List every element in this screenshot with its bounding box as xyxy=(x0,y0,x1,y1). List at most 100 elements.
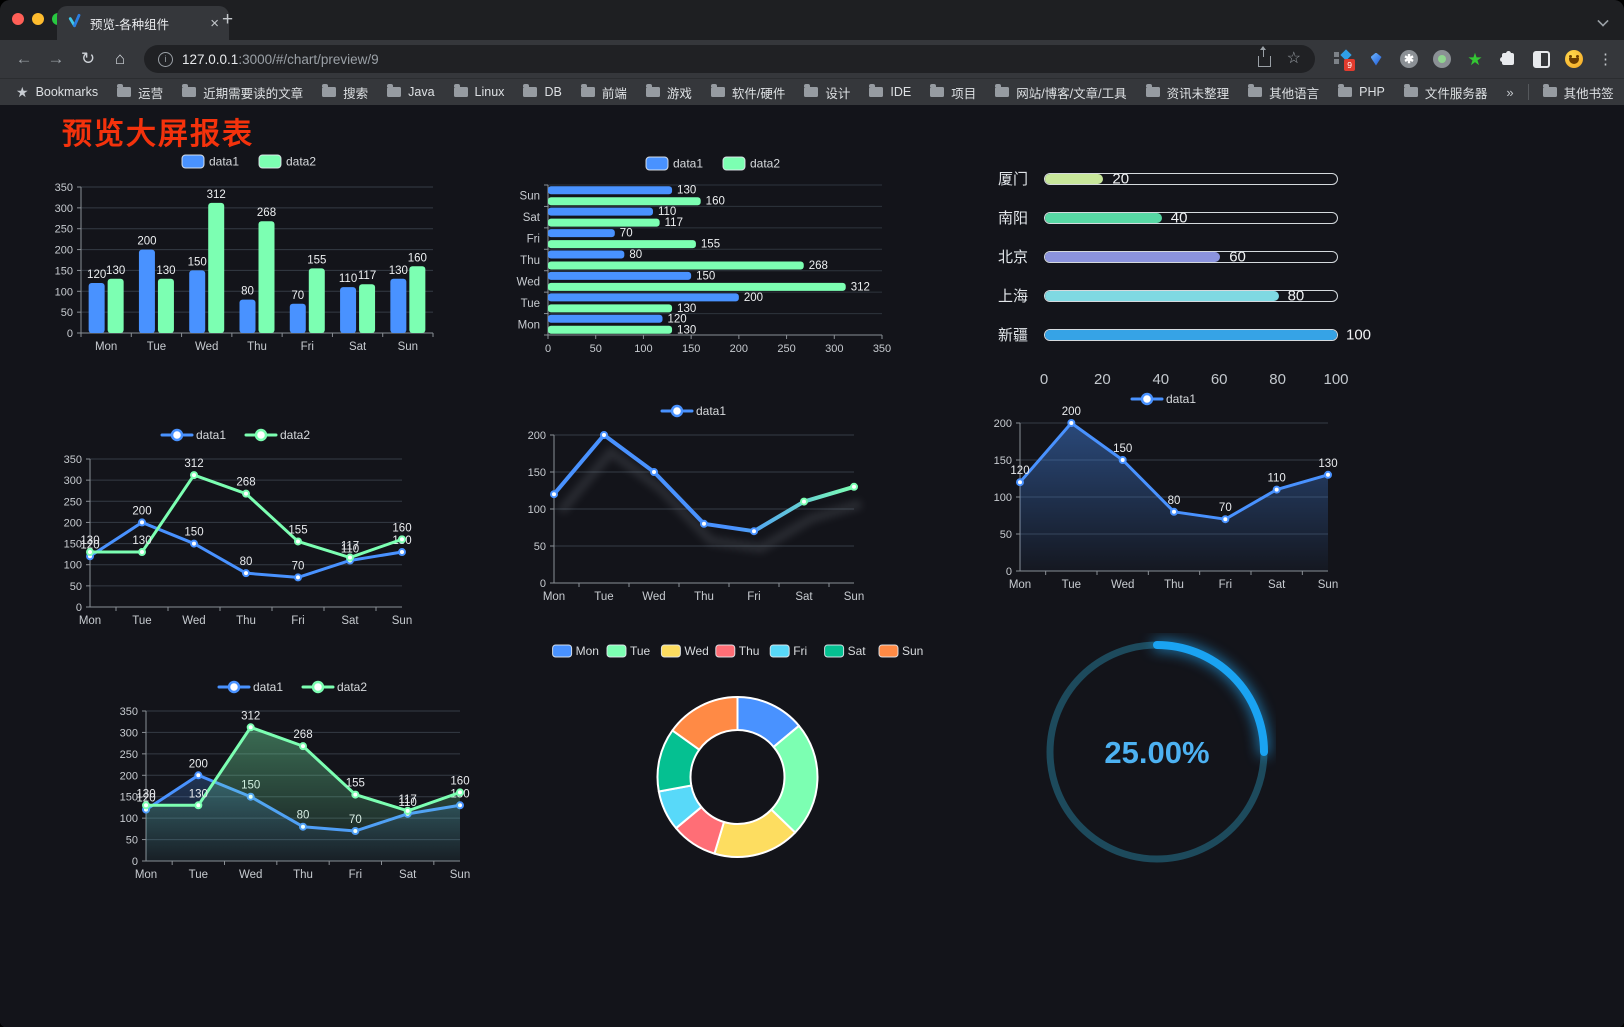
svg-text:Sat: Sat xyxy=(341,615,359,627)
bookmark-item[interactable]: 其他语言 xyxy=(1248,83,1319,102)
progress-row: 北京 60 xyxy=(998,237,1350,276)
svg-text:155: 155 xyxy=(307,254,326,266)
svg-text:Wed: Wed xyxy=(1111,579,1134,591)
extension-icon-gem[interactable] xyxy=(1366,49,1386,69)
horizontal-bar-chart: data1 data2 0 50 100 150 200 250 300 350 Sun 130 160… xyxy=(500,153,900,365)
svg-text:Sun: Sun xyxy=(902,644,923,658)
new-tab-button[interactable]: + xyxy=(222,9,234,30)
svg-text:300: 300 xyxy=(64,475,82,487)
svg-text:data2: data2 xyxy=(337,680,367,694)
bookmark-item[interactable]: 近期需要读的文章 xyxy=(182,83,303,102)
svg-text:Tue: Tue xyxy=(630,644,651,658)
svg-text:Sat: Sat xyxy=(399,869,417,881)
svg-text:Mon: Mon xyxy=(576,644,599,658)
progress-track: 100 xyxy=(1044,326,1371,343)
svg-text:100: 100 xyxy=(528,504,546,516)
home-button[interactable]: ⌂ xyxy=(114,49,126,68)
svg-text:120: 120 xyxy=(87,269,106,281)
svg-text:80: 80 xyxy=(1168,495,1181,507)
bookmark-item[interactable]: 资讯未整理 xyxy=(1145,83,1229,102)
svg-text:200: 200 xyxy=(994,418,1012,430)
extension-icon-split-square[interactable] xyxy=(1531,49,1551,69)
share-icon[interactable] xyxy=(1257,48,1271,67)
svg-text:250: 250 xyxy=(64,496,82,508)
progress-fill xyxy=(1045,329,1337,340)
svg-text:117: 117 xyxy=(398,794,416,806)
bookmark-item[interactable]: 网站/博客/文章/工具 xyxy=(995,83,1127,102)
folder-icon xyxy=(387,84,402,97)
svg-text:Wed: Wed xyxy=(642,591,665,603)
svg-text:100: 100 xyxy=(64,560,82,572)
svg-text:160: 160 xyxy=(408,252,427,264)
bookmark-item[interactable]: 游戏 xyxy=(645,83,692,102)
progress-fill xyxy=(1045,173,1104,184)
bookmark-item[interactable]: Java xyxy=(387,84,435,99)
bookmarks-list: 运营 近期需要读的文章 搜索 Java Linux DB 前端 游戏 软件/硬件 设计 IDE 项目网… xyxy=(117,83,1506,102)
bookmark-item[interactable]: PHP xyxy=(1338,84,1385,99)
browser-menu-icon[interactable]: ⋮ xyxy=(1598,51,1614,68)
donut-chart: Mon Tue Wed Thu Fri Sat Sun xyxy=(545,637,930,893)
other-bookmarks[interactable]: 其他书签 xyxy=(1542,83,1614,102)
bookmarks-root[interactable]: ★ Bookmarks xyxy=(16,84,98,101)
back-button[interactable]: ← xyxy=(15,49,33,68)
bookmark-item[interactable]: 软件/硬件 xyxy=(710,83,785,102)
tab-search-chevron-icon[interactable] xyxy=(1597,15,1609,27)
bookmark-item[interactable]: 项目 xyxy=(930,83,976,102)
bookmark-star-icon[interactable]: ☆ xyxy=(1286,50,1301,67)
bookmark-item[interactable]: DB xyxy=(523,84,562,99)
bookmark-item[interactable]: Linux xyxy=(453,84,504,99)
extensions-puzzle-icon[interactable] xyxy=(1498,49,1518,69)
extension-icon-green-dot[interactable] xyxy=(1432,49,1452,69)
bookmark-item[interactable]: 设计 xyxy=(804,83,850,102)
bookmark-item[interactable]: IDE xyxy=(869,84,911,99)
svg-text:117: 117 xyxy=(665,217,683,229)
svg-text:130: 130 xyxy=(136,788,155,800)
browser-tab[interactable]: 预览-各种组件 × xyxy=(57,6,229,40)
extension-icon-emoji[interactable] xyxy=(1564,49,1584,69)
svg-text:150: 150 xyxy=(994,455,1012,467)
progress-gauge: 25.00% xyxy=(1038,633,1276,871)
svg-text:130: 130 xyxy=(106,265,125,277)
svg-text:155: 155 xyxy=(288,524,307,536)
bookmarks-overflow-chevron[interactable]: » xyxy=(1506,84,1514,100)
tab-close-icon[interactable]: × xyxy=(210,14,219,32)
area-line-chart: data1 0 50 100 150 200 Mon Tue Wed Thu Fri Sat Sun 12… xyxy=(972,387,1344,601)
forward-button[interactable]: → xyxy=(47,49,65,68)
folder-icon xyxy=(869,84,884,97)
progress-label: 新疆 xyxy=(998,327,1029,344)
bookmark-item[interactable]: 文件服务器 xyxy=(1403,83,1487,102)
bookmark-item[interactable]: 搜索 xyxy=(322,83,368,102)
bookmark-item[interactable]: 运营 xyxy=(117,83,163,102)
tab-favicon-icon xyxy=(67,13,82,33)
url-text[interactable]: 127.0.0.1:3000/#/chart/preview/9 xyxy=(182,52,379,67)
svg-text:Thu: Thu xyxy=(247,341,267,353)
svg-text:50: 50 xyxy=(126,835,138,847)
folder-icon xyxy=(645,84,660,97)
extension-icon-grid[interactable]: 9 xyxy=(1333,49,1355,71)
svg-text:80: 80 xyxy=(629,249,642,261)
extension-icon-green-star[interactable]: ★ xyxy=(1467,49,1483,69)
folder-icon xyxy=(117,84,132,97)
svg-text:Sat: Sat xyxy=(349,341,367,353)
reload-button[interactable]: ↻ xyxy=(80,49,96,68)
svg-text:70: 70 xyxy=(620,228,633,240)
svg-text:Sun: Sun xyxy=(1318,579,1338,591)
close-window-button[interactable] xyxy=(12,13,24,25)
svg-text:350: 350 xyxy=(55,182,73,194)
bookmark-item[interactable]: 前端 xyxy=(580,83,627,102)
minimize-window-button[interactable] xyxy=(32,13,44,25)
progress-value: 40 xyxy=(1170,209,1188,226)
svg-text:100: 100 xyxy=(994,492,1012,504)
site-info-icon[interactable]: i xyxy=(158,51,173,67)
svg-text:312: 312 xyxy=(241,710,260,722)
address-bar[interactable]: i 127.0.0.1:3000/#/chart/preview/9 ☆ xyxy=(144,45,1315,73)
progress-track: 60 xyxy=(1044,248,1338,265)
svg-text:Thu: Thu xyxy=(739,644,760,658)
svg-text:70: 70 xyxy=(291,290,304,302)
svg-text:0: 0 xyxy=(67,328,73,340)
svg-text:268: 268 xyxy=(257,207,276,219)
extension-icon-asterisk[interactable]: ✱ xyxy=(1399,49,1419,69)
svg-text:Fri: Fri xyxy=(1219,579,1232,591)
svg-text:data1: data1 xyxy=(673,157,703,171)
svg-text:110: 110 xyxy=(341,543,359,555)
